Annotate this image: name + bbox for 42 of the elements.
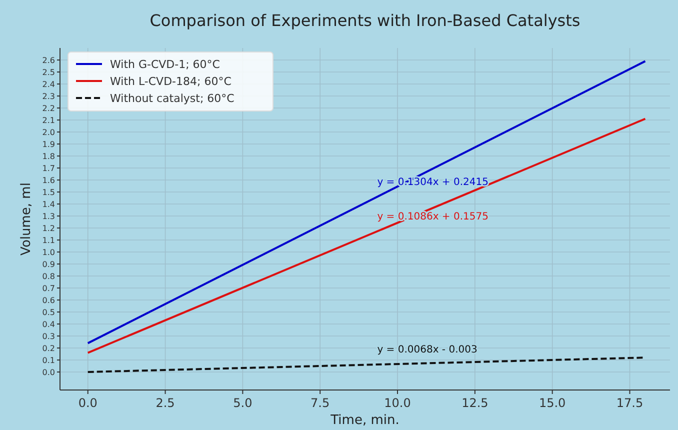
- y-tick-label: 1.3: [42, 212, 55, 221]
- chart-title: Comparison of Experiments with Iron-Based Catalysts: [150, 11, 580, 30]
- y-axis-title: Volume, ml: [19, 182, 34, 256]
- x-tick-label: 17.5: [616, 396, 644, 410]
- x-tick-label: 2.5: [156, 396, 175, 410]
- y-tick-label: 0.0: [42, 368, 55, 377]
- y-tick-label: 1.6: [42, 176, 55, 185]
- y-tick-label: 0.5: [42, 308, 55, 317]
- y-tick-label: 1.8: [42, 152, 55, 161]
- y-tick-label: 1.2: [42, 224, 55, 233]
- y-tick-label: 0.4: [42, 320, 55, 329]
- y-tick-label: 0.3: [42, 332, 55, 341]
- y-tick-label: 0.9: [42, 260, 55, 269]
- y-tick-label: 0.2: [42, 344, 55, 353]
- legend-label: Without catalyst; 60°C: [110, 92, 235, 105]
- y-tick-label: 2.3: [42, 92, 55, 101]
- y-tick-label: 1.5: [42, 188, 55, 197]
- y-tick-label: 0.8: [42, 272, 55, 281]
- y-tick-label: 1.0: [42, 248, 55, 257]
- y-tick-label: 2.5: [42, 68, 55, 77]
- y-tick-label: 1.4: [42, 200, 55, 209]
- x-tick-label: 5.0: [233, 396, 252, 410]
- annotation: y = 0.0068x - 0.003: [377, 344, 478, 356]
- x-tick-label: 12.5: [462, 396, 488, 410]
- x-tick-label: 0.0: [78, 396, 98, 410]
- y-tick-label: 0.6: [42, 296, 55, 305]
- y-tick-label: 0.7: [42, 284, 55, 293]
- legend-label: With L-CVD-184; 60°C: [110, 75, 232, 88]
- x-axis-title: Time, min.: [330, 413, 400, 428]
- x-tick-label: 7.5: [310, 396, 330, 410]
- y-tick-label: 2.0: [42, 128, 55, 137]
- y-tick-label: 2.1: [42, 116, 55, 125]
- legend-label: With G-CVD-1; 60°C: [110, 58, 220, 71]
- y-tick-label: 1.9: [42, 140, 55, 149]
- y-tick-label: 2.2: [42, 104, 55, 113]
- y-tick-label: 2.6: [42, 56, 55, 65]
- x-tick-label: 10.0: [384, 396, 411, 410]
- y-tick-label: 1.1: [42, 236, 55, 245]
- x-tick-label: 15.0: [538, 396, 566, 410]
- y-tick-label: 0.1: [42, 356, 55, 365]
- y-tick-label: 2.4: [42, 80, 55, 89]
- y-tick-label: 1.7: [42, 164, 55, 173]
